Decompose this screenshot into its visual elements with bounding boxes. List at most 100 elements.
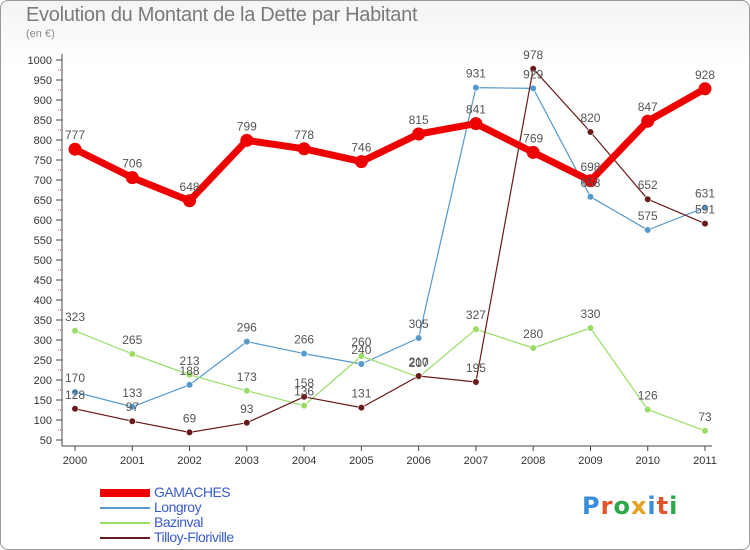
- data-label: 240: [351, 343, 371, 357]
- x-tick-label: 2004: [292, 455, 316, 467]
- data-label: 158: [294, 376, 314, 390]
- data-label: 631: [695, 187, 715, 201]
- y-tick-label: 700: [34, 175, 52, 187]
- logo-letter: r: [600, 492, 614, 520]
- y-tick-label: 650: [34, 195, 52, 207]
- series-line-tilloy-floriville: [74, 68, 706, 433]
- data-label: 706: [122, 157, 142, 171]
- data-label: 170: [65, 371, 85, 385]
- data-point: [415, 334, 423, 342]
- data-label: 769: [523, 131, 543, 145]
- data-point: [357, 404, 365, 412]
- data-label: 847: [638, 100, 658, 114]
- data-label: 815: [409, 113, 429, 127]
- chart-title: Evolution du Montant de la Dette par Hab…: [26, 4, 418, 26]
- legend-swatch: [100, 507, 150, 509]
- data-label: 746: [351, 141, 371, 155]
- y-tick-label: 200: [34, 375, 52, 387]
- y-tick-label: 750: [34, 155, 52, 167]
- data-point: [701, 220, 709, 228]
- data-label: 652: [638, 178, 658, 192]
- data-point: [583, 174, 597, 188]
- data-label: 575: [638, 209, 658, 223]
- data-point: [297, 142, 311, 156]
- y-tick-label: 950: [34, 75, 52, 87]
- data-label: 210: [409, 355, 429, 369]
- y-tick-label: 850: [34, 115, 52, 127]
- x-tick-label: 2000: [63, 455, 87, 467]
- data-label: 978: [523, 48, 543, 62]
- data-label: 323: [65, 310, 85, 324]
- series-line-longroy: [74, 86, 706, 408]
- x-tick-label: 2010: [635, 455, 659, 467]
- data-point: [185, 428, 194, 437]
- data-point: [641, 114, 655, 128]
- data-label: 97: [126, 400, 140, 414]
- data-label: 195: [466, 361, 486, 375]
- data-point: [586, 128, 595, 136]
- series-line-gamaches: [71, 85, 709, 205]
- data-label: 266: [294, 333, 314, 347]
- y-tick-label: 600: [34, 215, 52, 227]
- data-label: 648: [180, 180, 200, 194]
- data-point: [415, 372, 423, 380]
- y-tick-label: 300: [34, 335, 52, 347]
- legend-swatch: [100, 489, 150, 497]
- data-label: 265: [122, 333, 142, 347]
- data-point: [300, 350, 308, 358]
- data-label: 213: [180, 354, 200, 368]
- data-label: 931: [466, 67, 486, 81]
- y-tick-label: 550: [34, 235, 52, 247]
- data-point: [644, 406, 652, 414]
- proxiti-logo: Proxiti: [582, 492, 678, 520]
- data-point: [125, 171, 139, 185]
- data-label: 327: [466, 308, 486, 322]
- logo-letter: o: [613, 492, 631, 520]
- data-point: [526, 145, 540, 159]
- legend-label: Longroy: [154, 499, 202, 515]
- data-point: [185, 371, 194, 379]
- data-label: 591: [695, 203, 715, 217]
- x-tick-label: 2006: [406, 455, 430, 467]
- data-point: [354, 155, 368, 169]
- data-label: 69: [183, 411, 197, 425]
- data-label: 799: [237, 119, 257, 133]
- data-point: [472, 83, 480, 92]
- data-point: [357, 352, 365, 360]
- data-label: 188: [180, 364, 200, 378]
- y-tick-label: 800: [34, 135, 52, 147]
- data-point: [701, 204, 709, 212]
- data-point: [128, 350, 136, 358]
- x-tick-label: 2011: [693, 455, 717, 467]
- x-tick-label: 2001: [120, 455, 144, 467]
- data-point: [68, 142, 82, 156]
- data-label: 280: [523, 327, 543, 341]
- data-point: [128, 417, 136, 425]
- y-tick-label: 450: [34, 275, 52, 287]
- data-point: [472, 325, 480, 333]
- data-point: [357, 360, 365, 368]
- x-tick-label: 2003: [235, 455, 259, 467]
- data-label: 841: [466, 103, 486, 117]
- y-tick-label: 100: [34, 415, 52, 427]
- data-point: [644, 226, 652, 234]
- data-point: [300, 393, 308, 401]
- data-label: 330: [580, 307, 600, 321]
- data-label: 929: [523, 67, 543, 81]
- data-point: [240, 133, 254, 147]
- data-point: [71, 388, 79, 396]
- chart-subtitle: (en €): [26, 28, 55, 40]
- y-tick-label: 250: [34, 355, 52, 367]
- x-tick-label: 2007: [464, 455, 488, 467]
- logo-letter: P: [582, 492, 601, 520]
- data-point: [586, 193, 595, 201]
- y-tick-label: 1000: [28, 55, 52, 67]
- data-point: [701, 427, 709, 435]
- data-point: [243, 419, 251, 427]
- data-label: 126: [638, 389, 658, 403]
- data-label: 305: [409, 317, 429, 331]
- legend-swatch: [100, 537, 150, 539]
- data-point: [412, 127, 426, 141]
